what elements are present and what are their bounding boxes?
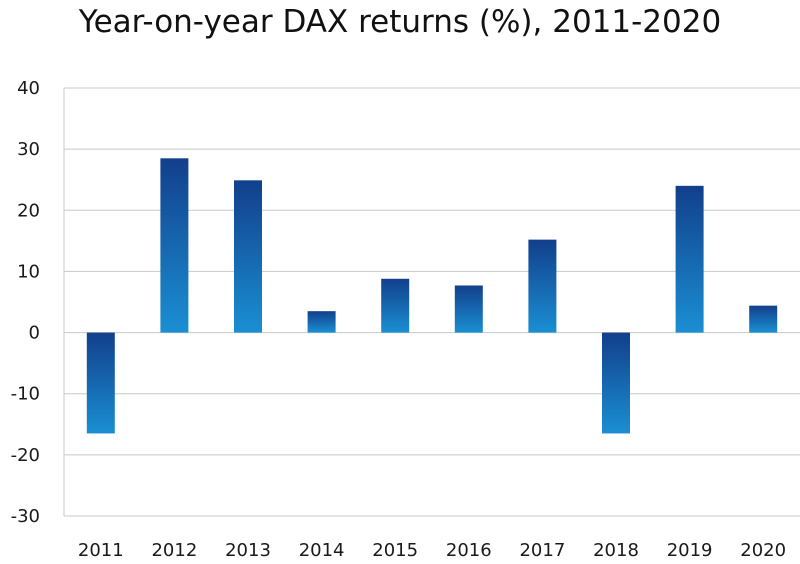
x-tick-label: 2016	[446, 540, 492, 561]
bar-2013	[234, 180, 262, 333]
bar-layer	[86, 158, 778, 434]
x-tick-label: 2020	[740, 540, 786, 561]
y-tick-labels: 40 30 20 10 0 -10 -20 -30	[11, 78, 40, 527]
bar-2015	[381, 278, 410, 333]
y-tick-label: 0	[29, 323, 40, 344]
bar-2014	[307, 311, 336, 333]
y-tick-label: 10	[17, 261, 40, 282]
bar-2020	[749, 305, 778, 333]
x-tick-label: 2017	[519, 540, 565, 561]
chart-title: Year-on-year DAX returns (%), 2011-2020	[78, 4, 721, 40]
y-tick-label: -20	[11, 445, 40, 466]
x-tick-label: 2018	[593, 540, 639, 561]
y-tick-label: 30	[17, 139, 40, 160]
bar-2011	[86, 332, 115, 434]
x-tick-label: 2011	[78, 540, 124, 561]
x-tick-labels: 2011 2012 2013 2014 2015 2016 2017 2018 2019 2020	[78, 540, 786, 561]
bar-2012	[160, 158, 189, 333]
x-tick-label: 2014	[299, 540, 345, 561]
bar-2016	[454, 285, 483, 333]
bar-2017	[528, 239, 557, 333]
x-tick-label: 2015	[372, 540, 418, 561]
bar-2018	[602, 332, 630, 434]
bar-2019	[675, 185, 704, 333]
y-tick-label: 40	[17, 78, 40, 99]
y-tick-label: -30	[11, 506, 40, 527]
x-tick-label: 2019	[667, 540, 713, 561]
x-tick-label: 2012	[151, 540, 197, 561]
y-tick-label: -10	[11, 384, 40, 405]
x-tick-label: 2013	[225, 540, 271, 561]
y-tick-label: 20	[17, 200, 40, 221]
